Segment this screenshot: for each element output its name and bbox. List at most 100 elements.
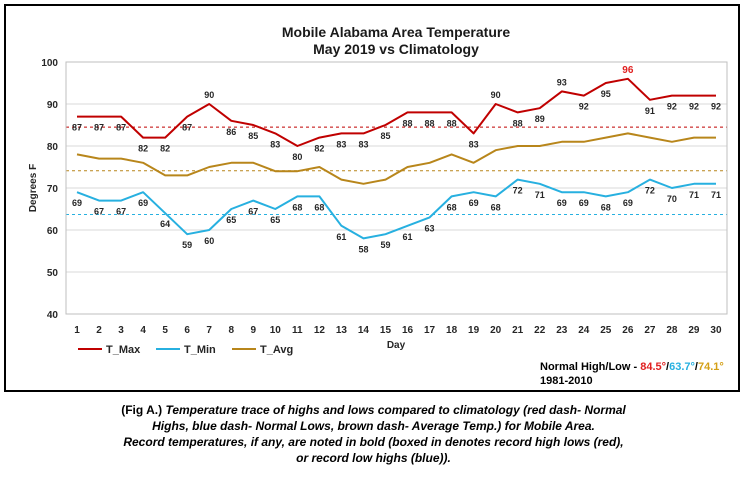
x-tick-label: 16 [402, 325, 414, 336]
tmax-data-label: 88 [447, 118, 457, 128]
y-tick-label: 70 [47, 184, 59, 195]
legend-label: T_Max [106, 344, 141, 356]
tmax-data-label: 95 [601, 89, 611, 99]
x-tick-label: 5 [162, 325, 168, 336]
tmin-data-label: 59 [380, 240, 390, 250]
tmin-data-label: 71 [535, 190, 545, 200]
caption-line-4: or record low highs (blue)). [296, 451, 451, 465]
tmin-data-label: 70 [667, 194, 677, 204]
x-tick-label: 27 [644, 325, 656, 336]
x-tick-label: 20 [490, 325, 502, 336]
chart-title: Mobile Alabama Area Temperature [282, 24, 510, 40]
tmin-data-label: 69 [579, 198, 589, 208]
x-tick-label: 2 [96, 325, 102, 336]
tmin-data-label: 69 [623, 198, 633, 208]
normal-low-value: 63.7° [669, 361, 695, 373]
caption-line-1: (Fig A.) Temperature trace of highs and … [0, 402, 747, 418]
caption-line-2: Highs, blue dash- Normal Lows, brown das… [152, 419, 595, 433]
x-tick-label: 17 [424, 325, 436, 336]
tmax-data-label: 85 [380, 131, 390, 141]
x-tick-label: 18 [446, 325, 458, 336]
x-tick-label: 13 [336, 325, 348, 336]
tmax-data-label: 87 [116, 123, 126, 133]
tmax-data-label: 83 [336, 139, 346, 149]
legend-label: T_Min [184, 344, 216, 356]
tmin-data-label: 67 [116, 207, 126, 217]
tmin-data-label: 59 [182, 240, 192, 250]
y-tick-label: 50 [47, 268, 59, 279]
normals-label: Normal High/Low - [540, 361, 640, 373]
tmax-data-label: 83 [469, 139, 479, 149]
tmin-data-label: 72 [645, 186, 655, 196]
legend: T_Max T_Min T_Avg [78, 344, 293, 356]
normal-high-value: 84.5° [640, 361, 666, 373]
normals-separator-2: / [695, 361, 698, 373]
tmax-data-label: 92 [689, 102, 699, 112]
caption-prefix: (Fig A.) [121, 403, 166, 417]
tmin-data-label: 69 [138, 198, 148, 208]
normal-avg-value: 74.1° [698, 361, 724, 373]
x-tick-label: 19 [468, 325, 480, 336]
tmax-data-label: 88 [513, 118, 523, 128]
normals-period: 1981-2010 [540, 375, 593, 387]
x-tick-label: 1 [74, 325, 80, 336]
series-line-t-min [76, 178, 716, 240]
tmax-data-label: 87 [72, 123, 82, 133]
gridlines [66, 61, 727, 315]
normals-separator-1: / [666, 361, 669, 373]
y-axis-title: Degrees F [28, 164, 39, 212]
x-tick-label: 7 [206, 325, 212, 336]
tmax-data-label: 87 [94, 123, 104, 133]
series-lines [76, 77, 716, 240]
series-line-t-max [77, 77, 716, 147]
x-tick-label: 29 [688, 325, 700, 336]
x-tick-label: 28 [666, 325, 678, 336]
x-tick-label: 14 [358, 325, 370, 336]
y-tick-label: 100 [41, 58, 58, 69]
tmin-data-label: 72 [513, 186, 523, 196]
legend-label: T_Avg [260, 344, 293, 356]
tmax-data-label: 90 [204, 90, 214, 100]
x-tick-label: 4 [140, 325, 146, 336]
y-tick-label: 90 [47, 100, 59, 111]
tmax-data-label: 87 [182, 123, 192, 133]
tmax-data-label: 85 [248, 131, 258, 141]
caption-line-1-text: Temperature trace of highs and lows comp… [165, 403, 626, 417]
tmax-data-label: 89 [535, 114, 545, 124]
x-tick-label: 25 [600, 325, 612, 336]
x-tick-label: 9 [251, 325, 257, 336]
x-tick-label: 3 [118, 325, 124, 336]
tmax-data-label: 96 [622, 65, 634, 76]
x-tick-label: 26 [622, 325, 634, 336]
tmax-data-label: 82 [160, 144, 170, 154]
tmax-data-label: 83 [358, 139, 368, 149]
tmin-data-label: 68 [314, 202, 324, 212]
tmax-data-label: 91 [645, 106, 655, 116]
series-line-t-avg [76, 132, 716, 185]
temperature-chart: Mobile Alabama Area Temperature May 2019… [28, 24, 728, 387]
tmax-data-label: 88 [425, 118, 435, 128]
chart-subtitle: May 2019 vs Climatology [313, 41, 479, 57]
tmax-data-label: 92 [667, 102, 677, 112]
normals-line: Normal High/Low - 84.5°/63.7°/74.1° [540, 361, 724, 373]
tmin-data-label: 71 [689, 190, 699, 200]
x-tick-label: 24 [578, 325, 590, 336]
tmax-data-label: 90 [491, 90, 501, 100]
tmin-data-label: 69 [469, 198, 479, 208]
x-tick-label: 8 [228, 325, 234, 336]
figure-caption: (Fig A.) Temperature trace of highs and … [0, 402, 747, 466]
tmin-data-label: 65 [226, 215, 236, 225]
x-tick-label: 22 [534, 325, 546, 336]
tmin-data-label: 58 [358, 244, 368, 254]
tmax-data-label: 92 [711, 102, 721, 112]
tmax-data-label: 92 [579, 102, 589, 112]
tmin-data-label: 65 [270, 215, 280, 225]
tmin-data-label: 68 [601, 202, 611, 212]
tmax-data-label: 88 [403, 118, 413, 128]
x-tick-label: 30 [710, 325, 722, 336]
tmin-data-label: 64 [160, 219, 170, 229]
x-tick-label: 6 [184, 325, 190, 336]
x-tick-label: 12 [314, 325, 326, 336]
tmin-data-label: 61 [336, 232, 346, 242]
tmin-data-label: 69 [557, 198, 567, 208]
